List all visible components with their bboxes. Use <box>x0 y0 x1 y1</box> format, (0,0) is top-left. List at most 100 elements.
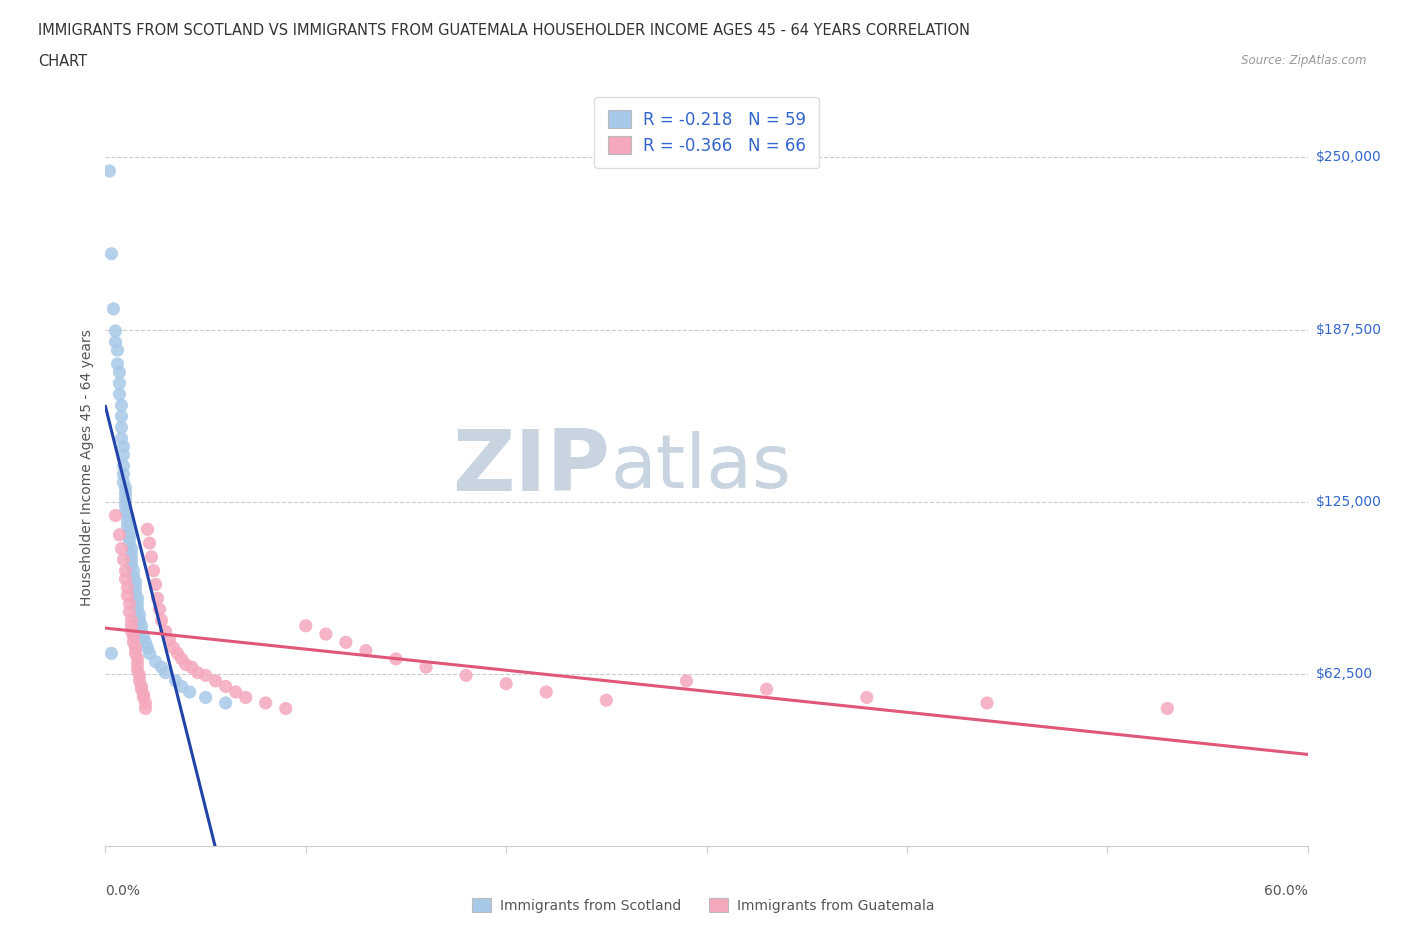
Text: 60.0%: 60.0% <box>1264 884 1308 898</box>
Point <box>114 498 136 512</box>
Point <box>127 657 149 671</box>
Point <box>121 541 143 556</box>
Point <box>165 673 187 688</box>
Point <box>135 701 157 716</box>
Point <box>142 564 165 578</box>
Point <box>148 602 170 617</box>
Y-axis label: Householder Income Ages 45 - 64 years: Householder Income Ages 45 - 64 years <box>80 329 94 605</box>
Text: $250,000: $250,000 <box>1316 151 1382 165</box>
Point <box>495 676 517 691</box>
Point <box>121 558 143 573</box>
Point <box>118 596 141 611</box>
Point <box>118 525 141 539</box>
Point <box>121 547 143 562</box>
Point <box>131 618 153 633</box>
Point <box>162 641 184 656</box>
Point <box>110 409 132 424</box>
Point <box>104 508 127 523</box>
Point <box>127 662 149 677</box>
Point <box>179 684 201 699</box>
Point <box>235 690 257 705</box>
Point <box>110 431 132 445</box>
Legend: Immigrants from Scotland, Immigrants from Guatemala: Immigrants from Scotland, Immigrants fro… <box>467 893 939 919</box>
Point <box>595 693 617 708</box>
Point <box>118 604 141 619</box>
Point <box>170 651 193 666</box>
Point <box>138 646 160 661</box>
Point <box>98 164 121 179</box>
Point <box>295 618 318 633</box>
Point <box>100 646 122 661</box>
Point <box>122 630 145 644</box>
Point <box>454 668 477 683</box>
Point <box>114 486 136 501</box>
Point <box>110 420 132 435</box>
Text: IMMIGRANTS FROM SCOTLAND VS IMMIGRANTS FROM GUATEMALA HOUSEHOLDER INCOME AGES 45: IMMIGRANTS FROM SCOTLAND VS IMMIGRANTS F… <box>38 23 970 38</box>
Point <box>124 574 146 589</box>
Point <box>128 673 150 688</box>
Point <box>112 475 135 490</box>
Point <box>118 536 141 551</box>
Text: $125,000: $125,000 <box>1316 495 1382 509</box>
Text: 0.0%: 0.0% <box>105 884 141 898</box>
Point <box>112 439 135 454</box>
Point <box>122 635 145 650</box>
Point <box>114 502 136 517</box>
Point <box>114 564 136 578</box>
Point <box>225 684 247 699</box>
Point <box>117 508 139 523</box>
Text: ZIP: ZIP <box>453 426 610 509</box>
Point <box>132 630 155 644</box>
Point <box>121 618 143 633</box>
Point <box>135 635 157 650</box>
Point <box>131 679 153 694</box>
Point <box>855 690 877 705</box>
Point <box>103 301 125 316</box>
Point <box>141 550 163 565</box>
Point <box>114 572 136 587</box>
Point <box>132 687 155 702</box>
Point <box>104 335 127 350</box>
Point <box>100 246 122 261</box>
Point <box>108 527 131 542</box>
Point <box>180 659 202 674</box>
Point <box>117 579 139 594</box>
Point <box>415 659 437 674</box>
Point <box>112 552 135 567</box>
Point <box>254 696 277 711</box>
Point <box>121 613 143 628</box>
Point <box>385 651 408 666</box>
Point <box>127 651 149 666</box>
Point <box>534 684 557 699</box>
Text: CHART: CHART <box>38 54 87 69</box>
Point <box>112 467 135 482</box>
Point <box>150 659 173 674</box>
Point <box>194 690 217 705</box>
Point <box>145 577 167 591</box>
Point <box>187 665 209 680</box>
Point <box>976 696 998 711</box>
Point <box>214 696 236 711</box>
Text: $62,500: $62,500 <box>1316 667 1374 681</box>
Point <box>135 696 157 711</box>
Point <box>127 591 149 605</box>
Point <box>132 690 155 705</box>
Point <box>1156 701 1178 716</box>
Point <box>204 673 226 688</box>
Point <box>150 613 173 628</box>
Point <box>170 679 193 694</box>
Point <box>117 519 139 534</box>
Point <box>117 588 139 603</box>
Point <box>110 398 132 413</box>
Point <box>124 646 146 661</box>
Point <box>118 530 141 545</box>
Point <box>335 635 357 650</box>
Point <box>124 641 146 656</box>
Point <box>124 579 146 594</box>
Point <box>315 627 337 642</box>
Point <box>214 679 236 694</box>
Point <box>121 624 143 639</box>
Point <box>131 624 153 639</box>
Point <box>131 682 153 697</box>
Point <box>127 602 149 617</box>
